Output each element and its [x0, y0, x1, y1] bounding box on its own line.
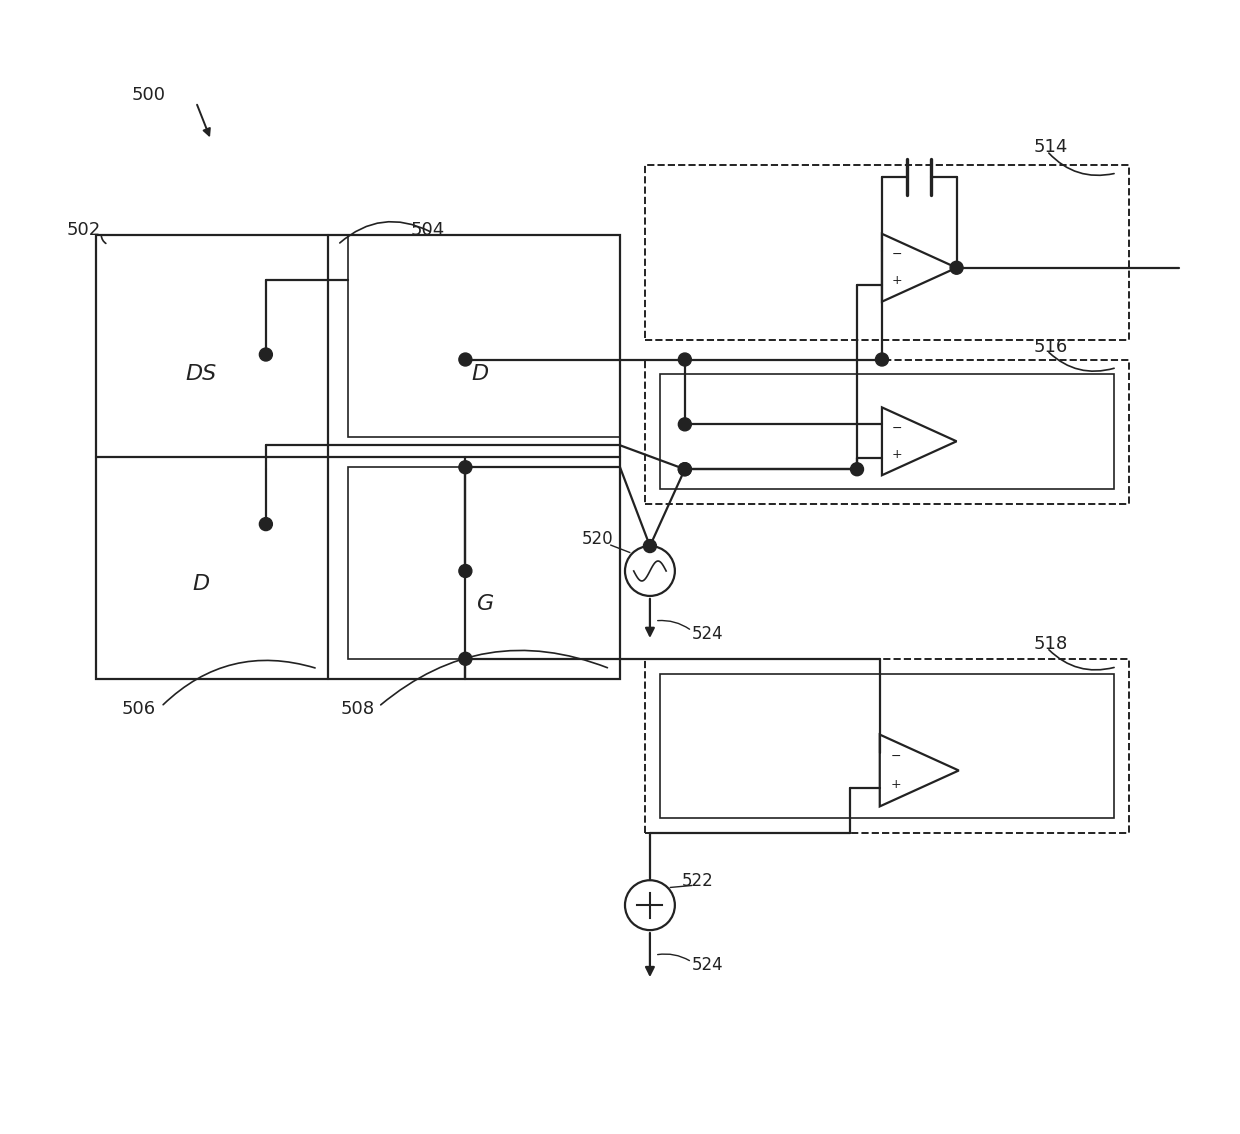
Text: +: +	[892, 448, 903, 460]
Bar	[347, 235, 620, 438]
Bar	[660, 374, 1114, 489]
Text: 516: 516	[1034, 338, 1068, 356]
Text: +: +	[892, 274, 903, 287]
Circle shape	[678, 417, 692, 431]
Circle shape	[678, 463, 692, 476]
Text: G: G	[476, 594, 494, 613]
Text: 508: 508	[341, 700, 374, 718]
Text: 520: 520	[582, 530, 614, 548]
Bar	[347, 467, 620, 659]
Text: 524: 524	[692, 625, 723, 643]
Text: 504: 504	[410, 221, 445, 239]
Bar	[645, 164, 1128, 339]
Circle shape	[950, 261, 963, 274]
Circle shape	[259, 348, 273, 361]
Bar	[645, 659, 1128, 833]
Circle shape	[459, 460, 472, 474]
Circle shape	[875, 353, 888, 366]
Bar	[660, 674, 1114, 819]
Text: −: −	[892, 248, 903, 261]
Circle shape	[259, 517, 273, 531]
Bar	[645, 359, 1128, 505]
Text: DS: DS	[186, 364, 217, 384]
Text: 524: 524	[692, 956, 723, 974]
Text: 502: 502	[67, 221, 100, 239]
Circle shape	[459, 353, 472, 366]
Circle shape	[459, 652, 472, 666]
Circle shape	[678, 463, 692, 476]
Text: D: D	[471, 364, 489, 384]
Text: 518: 518	[1034, 635, 1068, 653]
Circle shape	[678, 353, 692, 366]
Text: D: D	[192, 574, 210, 594]
Text: 500: 500	[131, 86, 165, 104]
Circle shape	[459, 565, 472, 577]
Text: 522: 522	[682, 872, 713, 890]
Text: −: −	[892, 422, 903, 435]
Circle shape	[644, 540, 656, 552]
Text: 514: 514	[1034, 138, 1069, 156]
Circle shape	[851, 463, 863, 476]
Text: −: −	[890, 751, 900, 763]
Text: +: +	[890, 778, 901, 790]
Text: 506: 506	[122, 700, 155, 718]
Bar	[97, 235, 620, 679]
